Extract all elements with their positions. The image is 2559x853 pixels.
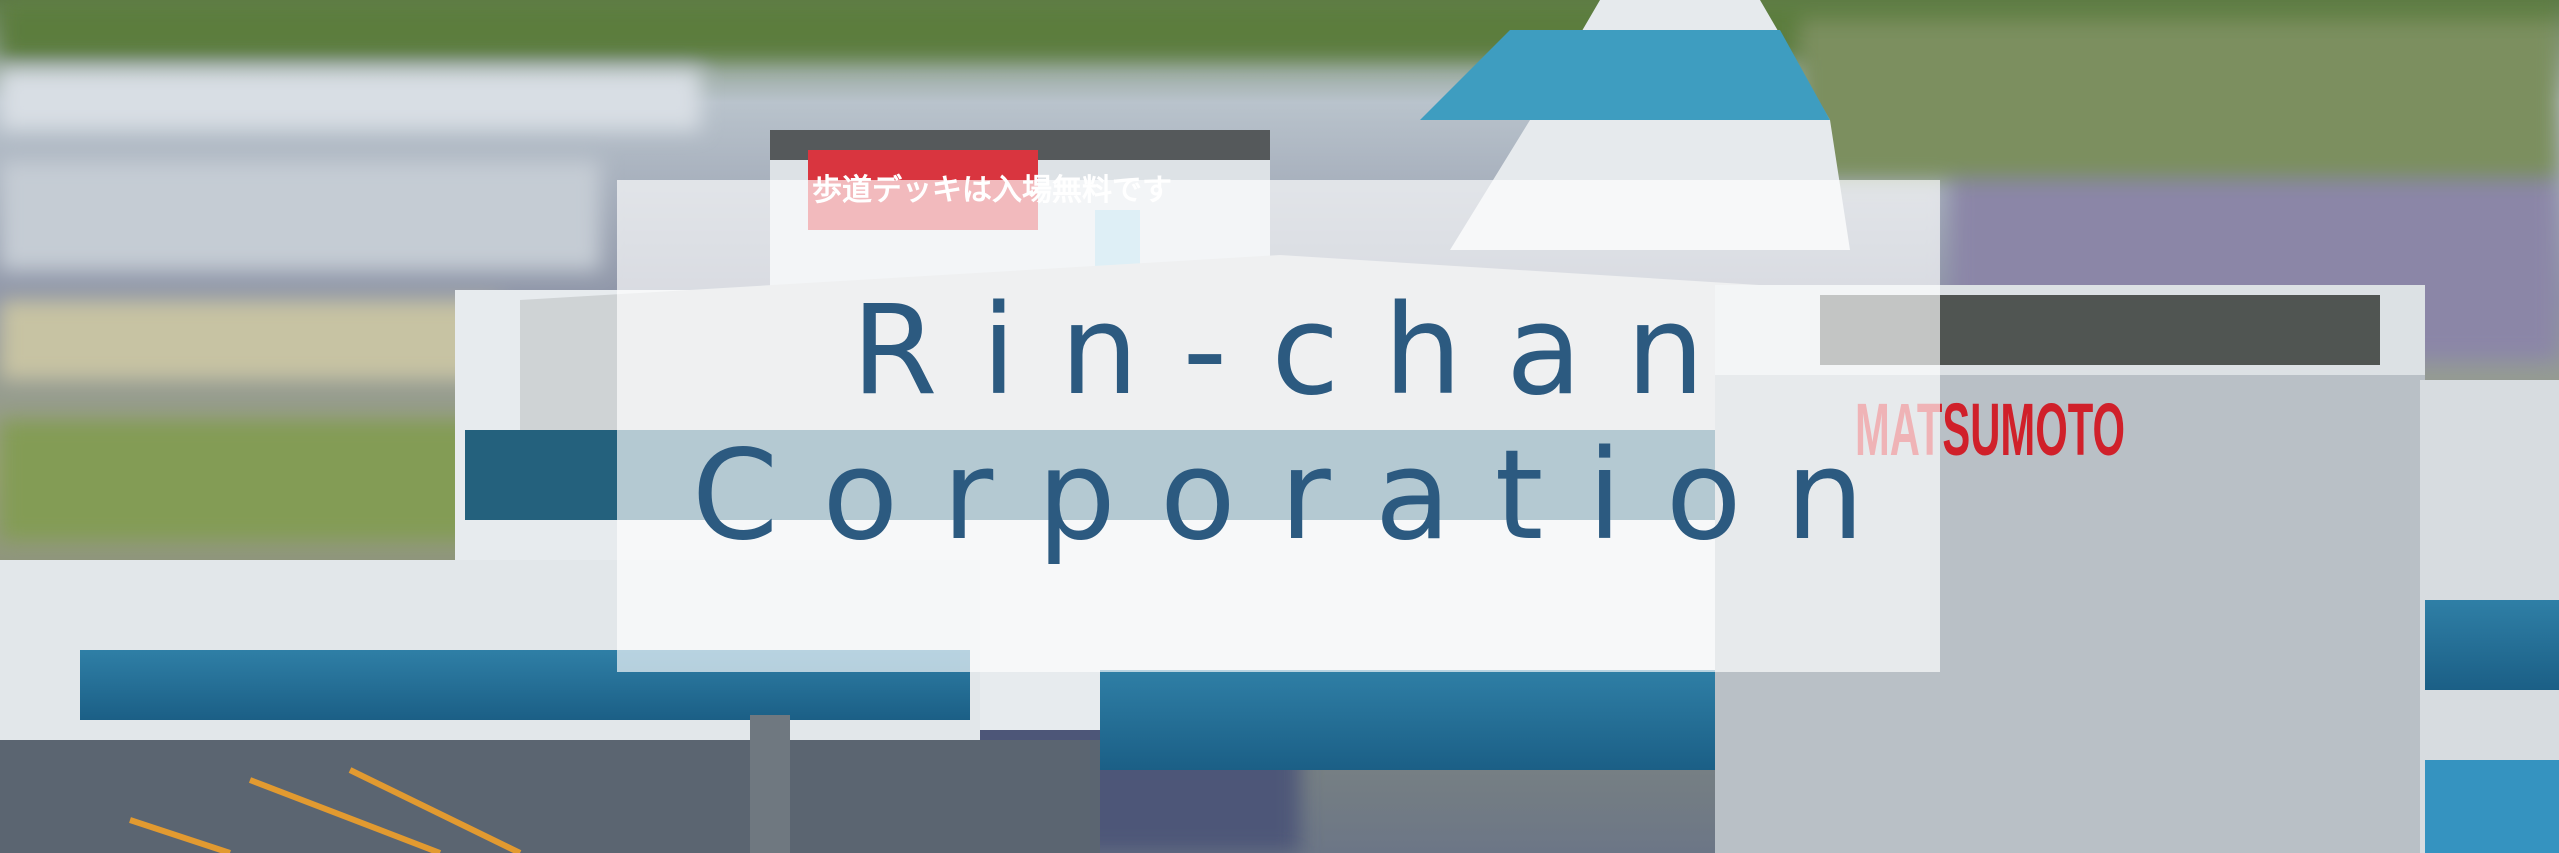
title-panel xyxy=(617,180,1940,672)
title-line: Corporation xyxy=(692,424,1909,568)
title-line: Rin-chan xyxy=(851,279,1748,423)
